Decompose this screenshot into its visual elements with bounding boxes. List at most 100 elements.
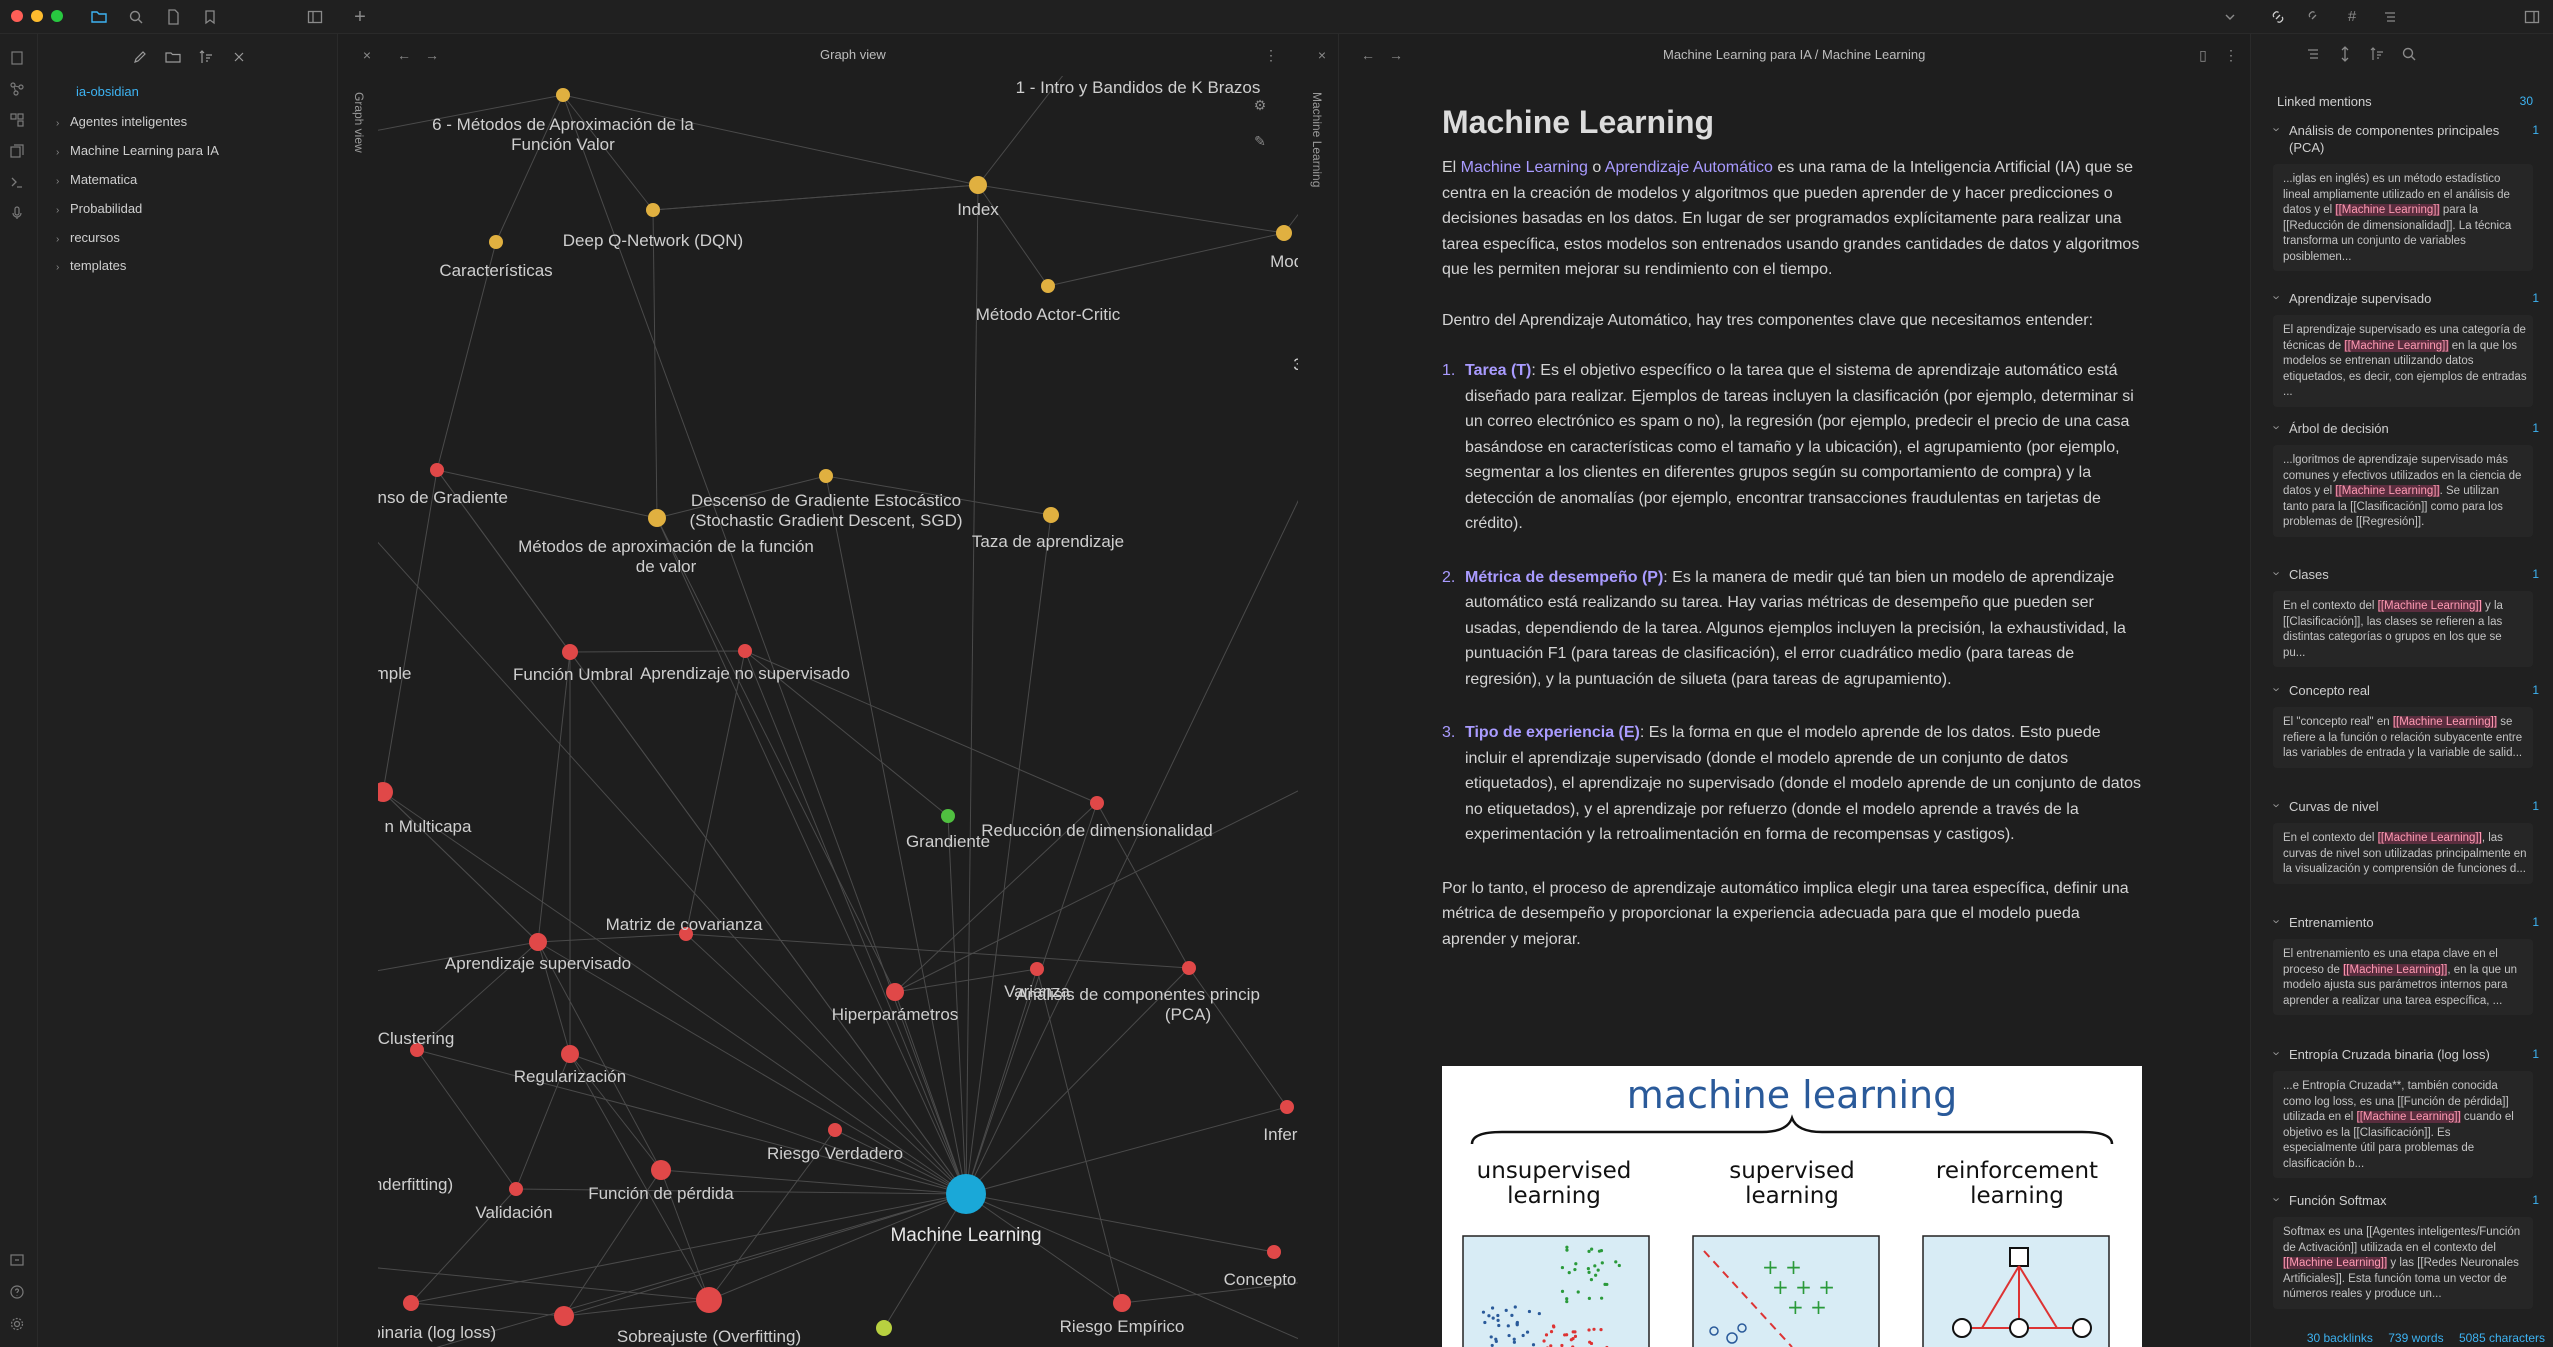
graph-node-label[interactable]: mple: [378, 664, 411, 683]
animate-graph-icon[interactable]: ✎: [1254, 133, 1266, 149]
internal-link[interactable]: Tarea (T): [1465, 362, 1532, 379]
graph-node[interactable]: [1030, 962, 1044, 976]
command-palette-icon[interactable]: [9, 174, 27, 192]
internal-link[interactable]: Métrica de desempeño (P): [1465, 568, 1664, 586]
graph-node-label[interactable]: 1 - Intro y Bandidos de K Brazos: [1016, 78, 1261, 97]
folder-agentes-inteligentes[interactable]: › Agentes inteligentes: [56, 111, 187, 133]
graph-node[interactable]: [1041, 279, 1055, 293]
close-tab-icon[interactable]: ×: [362, 47, 372, 63]
highlighted-link[interactable]: [[Machine Learning]]: [2356, 1111, 2461, 1123]
graph-nodes[interactable]: [378, 88, 1294, 1336]
graph-node[interactable]: [403, 1295, 419, 1311]
templates-icon[interactable]: [9, 143, 27, 161]
toggle-right-sidebar-icon[interactable]: [2522, 7, 2542, 27]
graph-node[interactable]: [554, 1306, 574, 1326]
open-quick-switcher-icon[interactable]: [9, 50, 27, 68]
outline-tab-icon[interactable]: [2380, 7, 2400, 27]
graph-node-label[interactable]: Sobreajuste (Overfitting): [617, 1327, 801, 1346]
graph-node[interactable]: [430, 463, 444, 477]
more-options-icon[interactable]: ⋮: [1264, 47, 1278, 63]
graph-node[interactable]: [1043, 507, 1059, 523]
sort-order-icon[interactable]: [195, 46, 217, 68]
new-folder-icon[interactable]: [162, 46, 184, 68]
new-tab-plus-icon[interactable]: +: [354, 6, 366, 28]
vault-name[interactable]: ia-obsidian: [76, 84, 139, 99]
graph-node-label[interactable]: Regularización: [514, 1067, 626, 1086]
graph-side-tab-label[interactable]: Graph view: [352, 92, 366, 153]
new-note-icon[interactable]: [129, 46, 151, 68]
graph-node-label[interactable]: (Stochastic Gradient Descent, SGD): [689, 511, 962, 530]
graph-node-label[interactable]: enso de Gradiente: [378, 488, 508, 507]
search-icon[interactable]: [2399, 44, 2419, 64]
graph-canvas[interactable]: 1 - Intro y Bandidos de K Brazos 6 - Méto…: [378, 76, 1298, 1347]
graph-node[interactable]: [529, 933, 547, 951]
mention-excerpt[interactable]: ...e Entropía Cruzada**, también conocid…: [2273, 1071, 2533, 1178]
graph-node[interactable]: [886, 983, 904, 1001]
graph-node-label[interactable]: Concepto: [1224, 1270, 1297, 1289]
graph-node[interactable]: [561, 1045, 579, 1063]
graph-node-label[interactable]: Riesgo Empírico: [1060, 1317, 1185, 1336]
search-tab-icon[interactable]: [126, 7, 146, 27]
folder-machine-learning-para-ia[interactable]: › Machine Learning para IA: [56, 140, 219, 162]
audio-recorder-icon[interactable]: [9, 205, 27, 223]
backlinks-tab-icon[interactable]: [2268, 7, 2288, 27]
highlighted-link[interactable]: [[Machine Learning]]: [2335, 485, 2440, 497]
graph-node[interactable]: [410, 1043, 424, 1057]
graph-node-label[interactable]: Análisis de componentes princip: [1016, 985, 1260, 1004]
graph-node[interactable]: [1280, 1100, 1294, 1114]
highlighted-link[interactable]: [[Machine Learning]]: [2392, 716, 2498, 728]
collapse-all-icon[interactable]: [228, 46, 250, 68]
graph-node[interactable]: [489, 235, 503, 249]
graph-view-icon[interactable]: [9, 81, 27, 99]
graph-node-label[interactable]: de valor: [636, 557, 697, 576]
graph-node[interactable]: [941, 809, 955, 823]
graph-node[interactable]: [1113, 1294, 1131, 1312]
graph-node-label[interactable]: Model I: [1270, 252, 1298, 271]
internal-link[interactable]: Tipo de experiencia (E): [1465, 724, 1640, 741]
nav-back-icon[interactable]: ←: [397, 47, 411, 63]
graph-node-label[interactable]: Inferer: [1263, 1125, 1298, 1144]
graph-node[interactable]: [679, 927, 693, 941]
sort-order-icon[interactable]: [2367, 44, 2387, 64]
internal-link[interactable]: Machine Learning: [1460, 159, 1588, 176]
graph-node[interactable]: [969, 176, 987, 194]
highlighted-link[interactable]: [[Machine Learning]]: [2283, 1257, 2388, 1269]
graph-node-label[interactable]: Varianza: [1004, 982, 1070, 1001]
highlighted-link[interactable]: [[Machine Learning]]: [2377, 832, 2482, 844]
folder-templates[interactable]: › templates: [56, 255, 126, 277]
graph-node[interactable]: [819, 469, 833, 483]
graph-node-label[interactable]: Función Umbral: [513, 665, 633, 684]
graph-node-label[interactable]: Función de pérdida: [588, 1184, 734, 1203]
graph-node-label[interactable]: Matriz de covarianza: [606, 915, 763, 934]
graph-node[interactable]: [646, 203, 660, 217]
graph-node[interactable]: [651, 1160, 671, 1180]
graph-svg[interactable]: 1 - Intro y Bandidos de K Brazos 6 - Méto…: [378, 76, 1298, 1347]
bookmark-tab-icon[interactable]: [200, 7, 220, 27]
graph-node-label[interactable]: Machine Learning: [890, 1225, 1041, 1246]
folder-probabilidad[interactable]: › Probabilidad: [56, 198, 142, 220]
graph-node-label[interactable]: Hiperparámetros: [832, 1005, 959, 1024]
graph-node-label[interactable]: Index: [957, 200, 999, 219]
nav-forward-icon[interactable]: →: [1389, 47, 1403, 63]
folder-matematica[interactable]: › Matematica: [56, 169, 137, 191]
mention-excerpt[interactable]: El "concepto real" en [[Machine Learning…: [2273, 707, 2533, 768]
backlink-mention[interactable]: Entropía Cruzada binaria (log loss)1 ...e…: [2273, 1046, 2539, 1178]
highlighted-link[interactable]: [[Machine Learning]]: [2377, 600, 2482, 612]
tags-tab-icon[interactable]: #: [2347, 8, 2357, 25]
minimize-window-button[interactable]: [31, 10, 43, 22]
graph-node[interactable]: [946, 1174, 986, 1214]
nav-back-icon[interactable]: ←: [1361, 47, 1375, 63]
highlighted-link[interactable]: [[Machine Learning]]: [2343, 963, 2448, 976]
settings-gear-icon[interactable]: [9, 1316, 27, 1334]
graph-node[interactable]: [509, 1182, 523, 1196]
graph-node[interactable]: [648, 509, 666, 527]
graph-node-label[interactable]: Función Valor: [511, 135, 615, 154]
internal-link[interactable]: Aprendizaje Automático: [1604, 159, 1773, 176]
